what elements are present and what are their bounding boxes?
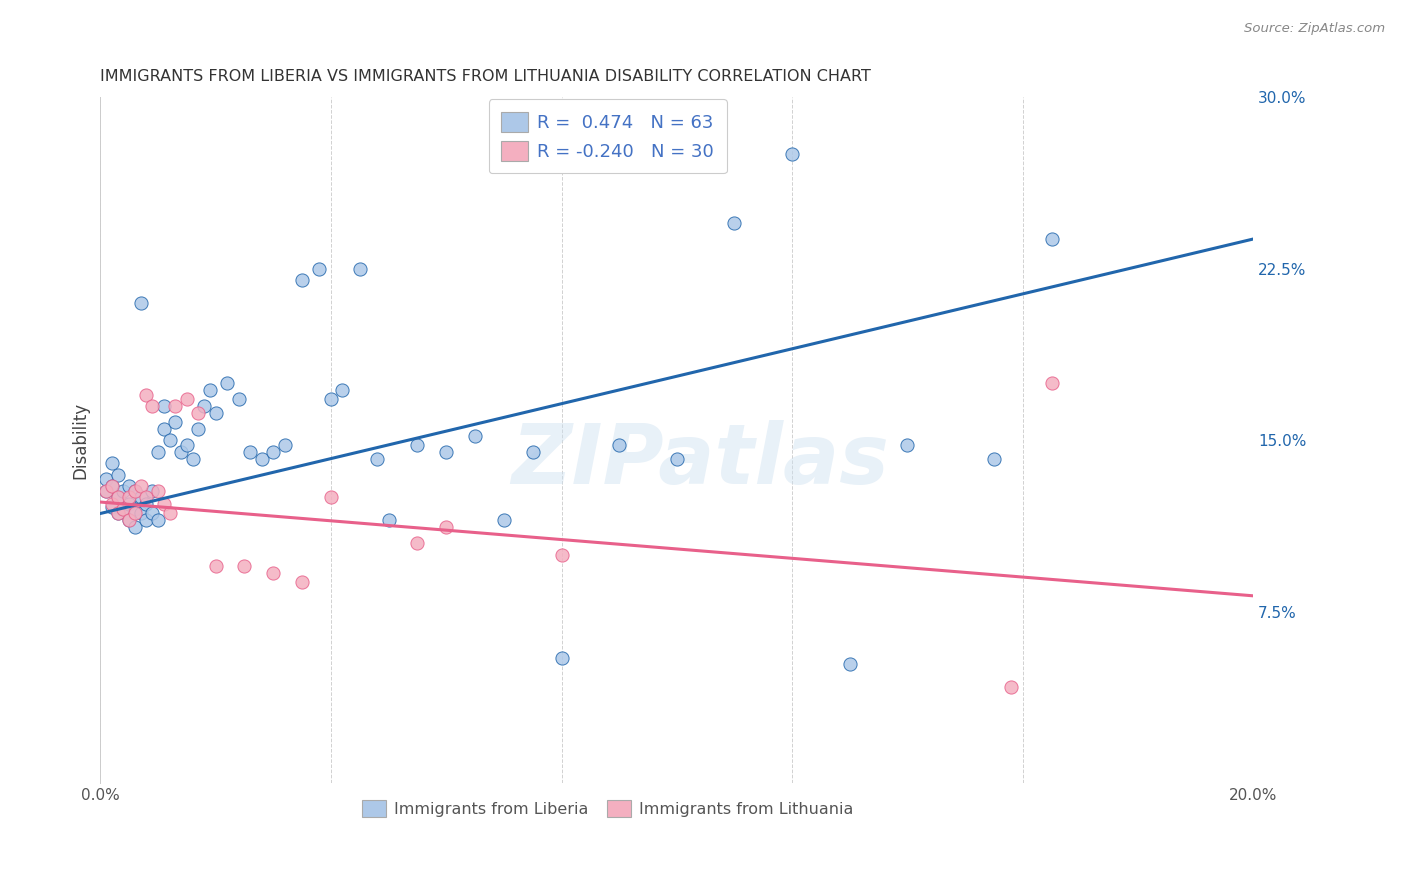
Point <box>141 507 163 521</box>
Point <box>101 500 124 514</box>
Point <box>233 559 256 574</box>
Point <box>124 502 146 516</box>
Point <box>135 513 157 527</box>
Point <box>165 399 187 413</box>
Point <box>193 399 215 413</box>
Point <box>118 491 141 505</box>
Point <box>262 444 284 458</box>
Point <box>217 376 239 390</box>
Point <box>101 497 124 511</box>
Point <box>124 483 146 498</box>
Legend: Immigrants from Liberia, Immigrants from Lithuania: Immigrants from Liberia, Immigrants from… <box>356 793 860 823</box>
Point <box>434 444 457 458</box>
Point <box>406 438 429 452</box>
Point <box>159 434 181 448</box>
Point <box>291 273 314 287</box>
Point <box>129 507 152 521</box>
Point <box>723 216 745 230</box>
Point <box>1000 681 1022 695</box>
Point <box>983 451 1005 466</box>
Point <box>135 491 157 505</box>
Point <box>665 451 688 466</box>
Point <box>1040 232 1063 246</box>
Text: Source: ZipAtlas.com: Source: ZipAtlas.com <box>1244 22 1385 36</box>
Point <box>464 428 486 442</box>
Point <box>124 507 146 521</box>
Point <box>94 472 117 486</box>
Point <box>141 483 163 498</box>
Point <box>107 491 129 505</box>
Point <box>107 507 129 521</box>
Point <box>152 422 174 436</box>
Point <box>146 513 169 527</box>
Point <box>101 479 124 493</box>
Point <box>112 502 135 516</box>
Point <box>152 497 174 511</box>
Point <box>1040 376 1063 390</box>
Point <box>262 566 284 580</box>
Y-axis label: Disability: Disability <box>72 401 89 479</box>
Point <box>780 147 803 161</box>
Point <box>377 513 399 527</box>
Point <box>319 491 342 505</box>
Point <box>522 444 544 458</box>
Point <box>204 406 226 420</box>
Point <box>332 383 354 397</box>
Point <box>187 406 209 420</box>
Point <box>107 507 129 521</box>
Point <box>159 507 181 521</box>
Point <box>129 491 152 505</box>
Point <box>170 444 193 458</box>
Text: ZIPatlas: ZIPatlas <box>510 420 889 501</box>
Point <box>152 399 174 413</box>
Point <box>198 383 221 397</box>
Point <box>101 456 124 470</box>
Point <box>366 451 388 466</box>
Point <box>118 513 141 527</box>
Point <box>118 497 141 511</box>
Point <box>135 497 157 511</box>
Point <box>146 444 169 458</box>
Point <box>492 513 515 527</box>
Point <box>176 392 198 406</box>
Point <box>112 483 135 498</box>
Point <box>118 513 141 527</box>
Point <box>146 483 169 498</box>
Point <box>135 387 157 401</box>
Point <box>291 575 314 590</box>
Point <box>434 520 457 534</box>
Point <box>250 451 273 466</box>
Point <box>118 479 141 493</box>
Point <box>228 392 250 406</box>
Point <box>94 483 117 498</box>
Point <box>274 438 297 452</box>
Point <box>112 502 135 516</box>
Point <box>176 438 198 452</box>
Point <box>550 650 572 665</box>
Point <box>94 483 117 498</box>
Point <box>349 261 371 276</box>
Point <box>129 296 152 310</box>
Point <box>165 415 187 429</box>
Point <box>129 479 152 493</box>
Point <box>896 438 918 452</box>
Point <box>406 536 429 550</box>
Point <box>107 491 129 505</box>
Point <box>204 559 226 574</box>
Point <box>181 451 204 466</box>
Point <box>239 444 262 458</box>
Point <box>187 422 209 436</box>
Point <box>308 261 330 276</box>
Point <box>550 548 572 562</box>
Point <box>838 657 860 672</box>
Point <box>101 479 124 493</box>
Point <box>607 438 630 452</box>
Text: IMMIGRANTS FROM LIBERIA VS IMMIGRANTS FROM LITHUANIA DISABILITY CORRELATION CHAR: IMMIGRANTS FROM LIBERIA VS IMMIGRANTS FR… <box>100 69 872 84</box>
Point <box>124 520 146 534</box>
Point <box>141 399 163 413</box>
Point <box>124 483 146 498</box>
Point <box>107 467 129 482</box>
Point <box>319 392 342 406</box>
